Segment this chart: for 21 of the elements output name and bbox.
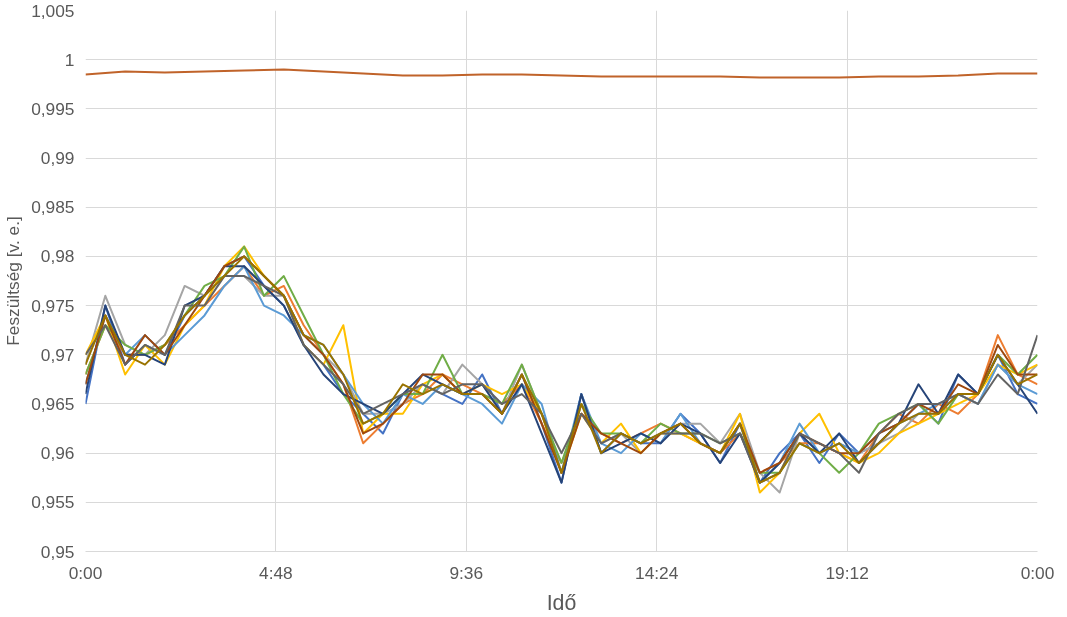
y-tick-label: 0,99 xyxy=(40,148,75,169)
x-tick-label: 14:24 xyxy=(635,562,679,583)
y-tick-label: 0,955 xyxy=(31,492,75,513)
x-tick-label: 0:00 xyxy=(1020,562,1055,583)
x-tick-label: 19:12 xyxy=(825,562,869,583)
y-tick-label: 0,975 xyxy=(31,295,75,316)
line-series xyxy=(85,68,1038,79)
y-tick-label: 0,96 xyxy=(40,443,75,464)
x-tick-label: 9:36 xyxy=(449,562,484,583)
y-tick-label: 0,95 xyxy=(40,541,75,562)
y-tick-label: 0,995 xyxy=(31,98,75,119)
x-axis-title: Idő xyxy=(546,590,577,615)
x-tick-label: 4:48 xyxy=(259,562,293,583)
y-tick-label: 1 xyxy=(64,49,75,70)
y-tick-label: 0,97 xyxy=(40,344,75,365)
y-tick-label: 1,005 xyxy=(31,0,75,21)
y-axis-title: Feszültség [v. e.] xyxy=(3,216,24,346)
x-tick-label: 0:00 xyxy=(68,562,103,583)
y-tick-label: 0,98 xyxy=(40,246,75,267)
y-tick-label: 0,985 xyxy=(31,197,75,218)
y-tick-label: 0,965 xyxy=(31,393,75,414)
